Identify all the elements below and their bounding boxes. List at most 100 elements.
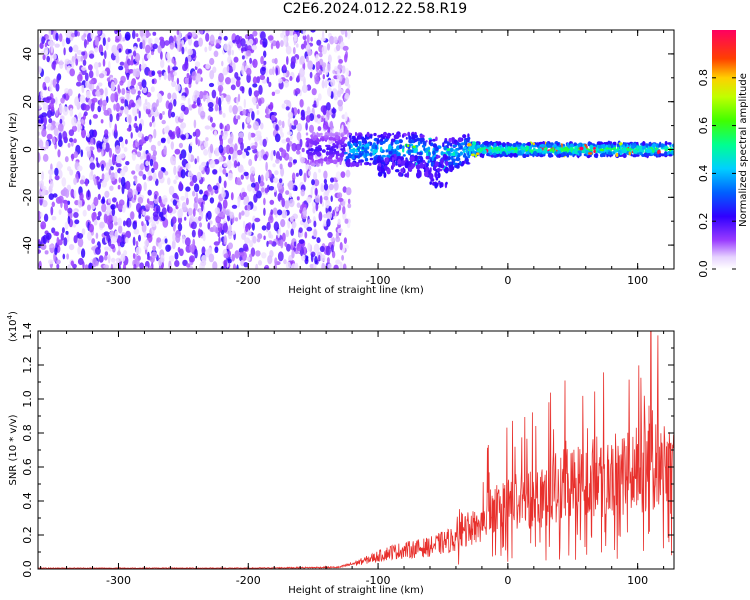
spectrogram-noise-cell — [56, 75, 60, 84]
snr-y-tick-label: 0.4 — [21, 492, 34, 510]
spectrogram-noise-cell — [267, 240, 273, 245]
spectrogram-noise-cell — [333, 95, 338, 101]
spectrogram-noise-cell — [295, 172, 299, 177]
spectrogram-noise-cell — [81, 51, 86, 56]
spectrogram-noise-cell — [105, 162, 110, 171]
spectrogram-signal-cell — [583, 145, 586, 151]
spectrogram-noise-cell — [323, 219, 327, 227]
spectrogram-noise-cell — [53, 62, 56, 71]
spectrogram-noise-cell — [74, 30, 78, 37]
spectrogram-noise-cell — [141, 79, 147, 88]
spectrogram-noise-cell — [242, 121, 245, 130]
spectrogram-noise-cell — [55, 32, 59, 42]
spectrogram-signal-cell — [380, 156, 384, 161]
spectrogram-noise-cell — [104, 190, 110, 198]
spectrogram-noise-cell — [77, 237, 84, 248]
colorbar-tick-label: 0.2 — [697, 212, 710, 230]
spectrogram-noise-cell — [255, 263, 259, 269]
spectrogram-signal-cell — [339, 160, 342, 166]
spectrogram-signal-cell — [561, 148, 566, 152]
spectrogram-signal-cell — [462, 134, 467, 139]
spectrogram-noise-cell — [178, 142, 183, 149]
spectrogram-noise-cell — [246, 67, 252, 76]
spectrogram-noise-cell — [215, 42, 220, 48]
spectrogram-noise-cell — [188, 134, 193, 140]
spectrogram-noise-cell — [215, 96, 219, 105]
spectrogram-signal-cell — [585, 149, 589, 153]
spectrogram-signal-cell — [636, 141, 639, 145]
spectrogram-noise-cell — [88, 64, 93, 71]
spectrogram-noise-cell — [223, 259, 228, 268]
spectrogram-noise-cell — [154, 193, 158, 200]
spectrogram-noise-cell — [301, 254, 306, 261]
spectrogram-noise-cell — [235, 79, 241, 88]
spectrogram-noise-cell — [280, 132, 284, 138]
spectrogram-signal-cell — [471, 150, 477, 154]
spectrogram-noise-cell — [112, 262, 117, 269]
spectrogram-noise-cell — [322, 107, 327, 116]
spectrogram-noise-cell — [101, 163, 105, 172]
spectrogram-noise-cell — [89, 162, 96, 170]
spectrogram-noise-cell — [296, 131, 302, 141]
spectrogram-noise-cell — [267, 35, 274, 41]
spectrogram-noise-cell — [73, 190, 77, 198]
spectrogram-noise-cell — [223, 43, 230, 52]
spectrogram-noise-cell — [187, 207, 193, 216]
spectrogram-noise-cell — [71, 116, 77, 127]
spectrogram-noise-cell — [220, 94, 224, 102]
spectrogram-noise-cell — [260, 174, 264, 183]
spectrogram-noise-cell — [59, 59, 64, 69]
colorbar-tick-label: 0.8 — [697, 69, 710, 87]
spectrogram-noise-cell — [344, 30, 348, 38]
spectrogram-signal-cell — [369, 142, 373, 146]
spectrogram-signal-cell — [477, 144, 481, 148]
spectrogram-noise-cell — [135, 84, 139, 92]
spectrogram-noise-cell — [227, 172, 233, 181]
spectrogram-noise-cell — [125, 161, 130, 166]
spectrogram-noise-cell — [320, 37, 326, 42]
spectrogram-noise-cell — [314, 76, 320, 85]
spectrogram-noise-cell — [293, 33, 298, 39]
spectrogram-noise-cell — [223, 35, 228, 41]
spectrogram-noise-cell — [225, 123, 231, 132]
spectrogram-noise-cell — [265, 161, 268, 172]
spectrogram-noise-cell — [270, 151, 274, 161]
snr-y-scale-prefix: (x10 — [8, 319, 19, 342]
spectrogram-signal-cell — [444, 138, 448, 141]
spectrogram-noise-cell — [48, 259, 54, 265]
spectrogram-noise-cell — [175, 175, 179, 180]
spectrogram-tail-cell — [420, 155, 423, 163]
spectrogram-noise-cell — [46, 133, 53, 140]
snr-x-tick-label: -200 — [236, 574, 261, 587]
spectrogram-noise-cell — [199, 189, 203, 195]
spectrogram-noise-cell — [324, 79, 328, 89]
spectrogram-noise-cell — [106, 233, 109, 242]
spectrogram-noise-cell — [347, 198, 351, 204]
spectrogram-noise-cell — [113, 129, 118, 139]
spectrogram-noise-cell — [281, 103, 286, 109]
spectrogram-noise-cell — [130, 132, 133, 139]
spectrogram-noise-cell — [146, 53, 151, 60]
spectrogram-noise-cell — [101, 148, 104, 157]
spectrogram-signal-cell — [467, 143, 472, 147]
spectrogram-noise-cell — [147, 170, 152, 176]
spectrogram-noise-cell — [254, 217, 261, 223]
spectrogram-noise-cell — [49, 180, 54, 189]
spectrogram-noise-cell — [261, 225, 267, 231]
spectrogram-noise-cell — [259, 181, 265, 187]
spectrogram-noise-cell — [323, 183, 329, 191]
spectrogram-noise-cell — [125, 92, 131, 101]
spectrogram-noise-cell — [190, 221, 197, 230]
spectrogram-noise-cell — [69, 137, 74, 143]
spectrogram-signal-cell — [412, 145, 417, 149]
spectrogram-noise-cell — [246, 116, 251, 124]
spectrogram-noise-cell — [223, 146, 227, 154]
spectrogram-noise-cell — [152, 31, 157, 36]
spectrogram-noise-cell — [101, 203, 107, 213]
spectrogram-noise-cell — [150, 222, 156, 228]
snr-y-scale-exponent: 4 — [6, 314, 14, 319]
spectrogram-noise-cell — [232, 263, 237, 269]
spectrogram-signal-cell — [453, 162, 456, 165]
spectrogram-noise-cell — [63, 201, 69, 211]
